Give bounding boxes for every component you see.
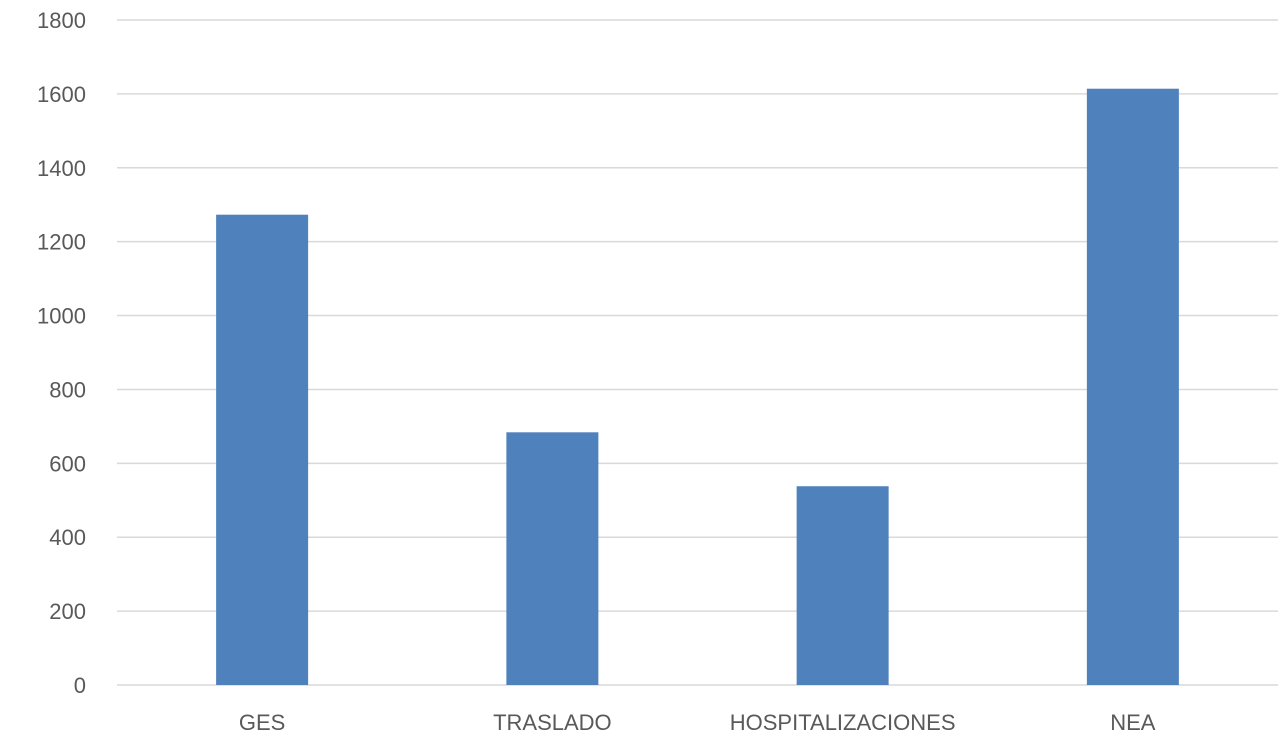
y-tick-label: 600: [49, 451, 86, 476]
x-category-label: TRASLADO: [493, 710, 612, 735]
y-tick-label: 1400: [37, 156, 86, 181]
y-tick-label: 1800: [37, 8, 86, 33]
x-category-label: NEA: [1110, 710, 1156, 735]
y-axis-tick-labels: 0 200 400 600 800 1000 1200 1400 1600 1800: [37, 8, 86, 698]
bar-hospitalizaciones: [796, 486, 889, 685]
y-tick-label: 800: [49, 377, 86, 402]
y-tick-label: 200: [49, 599, 86, 624]
bar-nea: [1086, 88, 1179, 685]
y-tick-label: 1000: [37, 304, 86, 329]
x-axis-category-labels: GES TRASLADO HOSPITALIZACIONES NEA: [239, 710, 1156, 735]
y-tick-label: 0: [74, 673, 86, 698]
gridlines: [117, 19, 1278, 686]
bar-ges: [216, 214, 309, 686]
bars: [216, 88, 1179, 686]
x-category-label: GES: [239, 710, 285, 735]
y-tick-label: 400: [49, 525, 86, 550]
bar-traslado: [506, 432, 599, 685]
y-tick-label: 1600: [37, 82, 86, 107]
y-tick-label: 1200: [37, 230, 86, 255]
x-category-label: HOSPITALIZACIONES: [730, 710, 956, 735]
